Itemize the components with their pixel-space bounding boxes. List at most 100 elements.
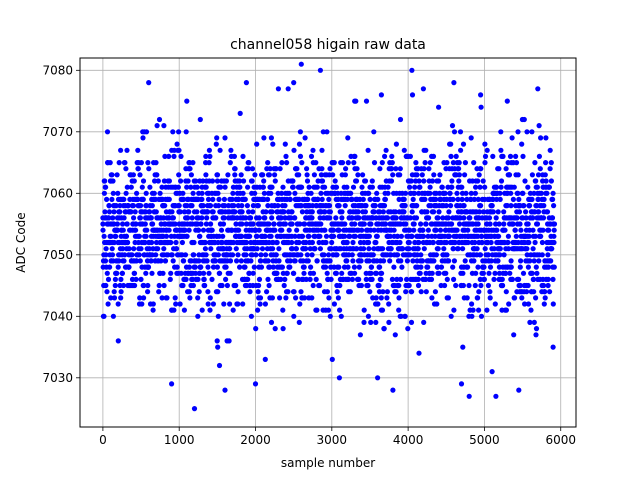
data-point xyxy=(177,301,183,307)
data-point xyxy=(237,264,243,270)
data-point xyxy=(421,319,427,325)
data-point xyxy=(228,147,234,153)
data-point xyxy=(448,203,454,209)
data-point xyxy=(345,160,351,166)
data-point xyxy=(484,147,490,153)
data-point xyxy=(261,190,267,196)
data-point xyxy=(239,233,245,239)
data-point xyxy=(503,289,509,295)
data-point xyxy=(466,393,472,399)
data-point xyxy=(406,282,412,289)
data-point xyxy=(186,289,192,295)
data-point xyxy=(352,153,358,159)
data-point xyxy=(144,227,150,233)
data-point xyxy=(415,276,421,282)
data-point xyxy=(137,215,143,221)
data-point xyxy=(233,246,239,252)
data-point xyxy=(505,239,511,246)
data-point xyxy=(202,239,208,246)
data-point xyxy=(509,135,515,141)
data-point xyxy=(240,153,246,159)
data-point xyxy=(223,276,229,282)
data-point xyxy=(244,203,250,209)
data-point xyxy=(423,147,429,153)
data-point xyxy=(507,270,513,276)
data-point xyxy=(227,270,233,276)
data-point xyxy=(444,160,450,166)
data-point xyxy=(263,252,269,258)
data-point xyxy=(282,141,288,147)
data-point xyxy=(432,233,438,239)
data-point xyxy=(468,190,474,196)
data-point xyxy=(513,153,519,159)
data-point xyxy=(112,276,118,282)
data-point xyxy=(444,252,450,258)
data-point xyxy=(279,227,285,233)
data-point xyxy=(246,270,252,276)
data-point xyxy=(379,307,386,313)
data-point xyxy=(374,233,380,239)
data-point xyxy=(270,141,276,147)
data-point xyxy=(334,252,340,258)
data-point xyxy=(542,172,548,178)
data-point xyxy=(485,282,491,289)
data-point xyxy=(146,246,152,252)
data-point xyxy=(324,270,330,276)
data-point xyxy=(413,160,419,166)
data-point xyxy=(123,190,129,196)
x-tick-label: 5000 xyxy=(469,433,500,447)
data-point xyxy=(416,239,422,246)
data-point xyxy=(501,221,507,227)
data-point xyxy=(491,246,497,252)
data-point xyxy=(166,178,172,184)
data-point xyxy=(363,276,369,282)
data-point xyxy=(116,258,122,264)
data-point xyxy=(294,166,300,172)
data-point xyxy=(445,215,451,221)
data-point xyxy=(186,264,192,270)
data-point xyxy=(511,295,518,301)
data-point xyxy=(398,258,404,264)
data-point xyxy=(162,153,168,159)
data-point xyxy=(358,282,364,289)
data-point xyxy=(189,215,195,221)
data-point xyxy=(428,276,435,282)
data-point xyxy=(112,282,118,289)
data-point xyxy=(339,160,346,166)
data-point xyxy=(142,221,148,227)
data-point xyxy=(252,381,259,387)
data-point xyxy=(214,178,220,184)
data-point xyxy=(314,307,320,313)
data-point xyxy=(511,184,517,190)
data-point xyxy=(366,239,372,246)
data-point xyxy=(336,375,342,381)
data-point xyxy=(429,178,436,184)
data-point xyxy=(132,209,138,215)
data-point xyxy=(168,239,174,246)
data-point xyxy=(392,209,399,215)
data-point xyxy=(533,295,539,301)
data-point xyxy=(408,178,414,184)
data-point xyxy=(234,258,240,264)
data-point xyxy=(545,282,551,289)
data-point xyxy=(100,221,106,227)
data-point xyxy=(283,153,289,159)
data-point xyxy=(317,233,323,239)
data-point xyxy=(265,276,271,282)
data-point xyxy=(525,264,532,270)
data-point xyxy=(190,282,196,289)
data-point xyxy=(304,172,310,178)
data-point xyxy=(439,184,445,190)
data-point xyxy=(230,252,236,258)
data-point xyxy=(202,246,208,252)
data-point xyxy=(213,215,219,221)
data-point xyxy=(350,239,356,246)
data-point xyxy=(532,160,538,166)
data-point xyxy=(458,381,465,387)
data-point xyxy=(446,209,452,215)
data-point xyxy=(401,209,407,215)
data-point xyxy=(378,276,384,282)
data-point xyxy=(486,270,492,276)
data-point xyxy=(113,203,119,209)
data-point xyxy=(266,172,272,178)
